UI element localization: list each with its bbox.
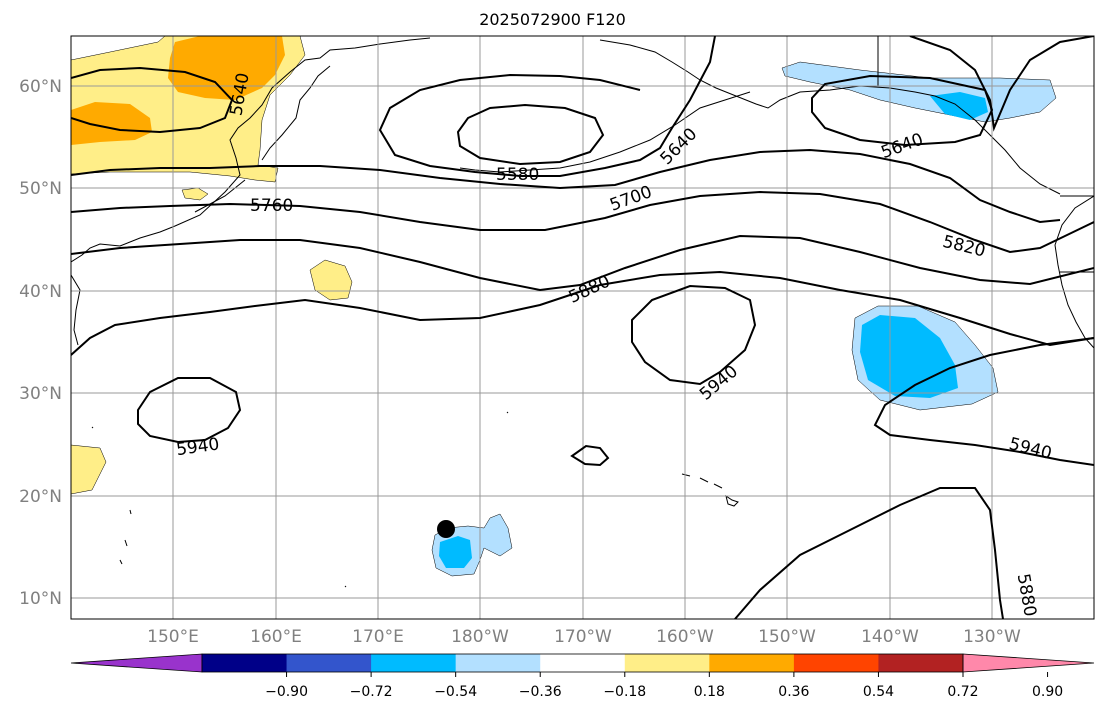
contour-5640-outer — [909, 36, 1094, 132]
contour-5580 — [456, 103, 605, 166]
lon-label: 150°W — [758, 627, 816, 647]
lat-label: 10°N — [19, 589, 62, 609]
contour-5940-west — [137, 377, 242, 444]
colorbar-segment — [202, 654, 288, 672]
contour-label: 5760 — [250, 196, 293, 216]
colorbar-tick-label: −0.36 — [519, 684, 562, 700]
contour-label: 5580 — [496, 165, 539, 185]
map-border — [70, 35, 1095, 620]
map-title: 2025072900 F120 — [479, 10, 626, 29]
lat-label: 40°N — [19, 282, 62, 302]
north-america-coastline — [1054, 195, 1094, 349]
lat-label: 20°N — [19, 487, 62, 507]
negative-anomaly-region — [781, 61, 1057, 123]
colorbar-extend-high — [962, 653, 1095, 673]
kuril-islands — [194, 179, 246, 213]
colorbar-tick-label: −0.90 — [265, 684, 308, 700]
lat-label: 30°N — [19, 384, 62, 404]
colorbar-segment — [286, 654, 372, 672]
colorbar-tick-label: 0.72 — [947, 684, 978, 700]
contour-5880 — [71, 270, 1094, 356]
lon-label: 180°W — [451, 627, 509, 647]
island-dot — [91, 411, 509, 588]
colorbar-outline — [201, 653, 964, 673]
contour-5640-west — [71, 66, 234, 134]
latitude-labels: 60°N 50°N 40°N 30°N 20°N 10°N — [19, 77, 62, 609]
lat-label: 50°N — [19, 179, 62, 199]
negative-anomaly-core — [930, 92, 988, 120]
colorbar-segment — [624, 654, 710, 672]
contour-5880-south — [734, 487, 1004, 619]
lon-label: 150°E — [147, 627, 199, 647]
colorbar-tick-label: −0.54 — [434, 684, 477, 700]
lon-label: 170°E — [352, 627, 404, 647]
colorbar-tick-label: 0.18 — [694, 684, 725, 700]
positive-anomaly-core — [71, 102, 152, 145]
aleutian-islands — [459, 91, 751, 173]
contour-5940-east — [873, 337, 1094, 466]
colorbar-segment — [709, 654, 795, 672]
colorbar-tick-label: 0.36 — [778, 684, 809, 700]
lon-label: 140°W — [861, 627, 919, 647]
contour-5700 — [71, 148, 1061, 224]
colorbar-tick-label: −0.18 — [603, 684, 646, 700]
colorbar-extend-low — [70, 653, 203, 673]
storm-center-marker — [437, 520, 455, 538]
longitude-labels: 150°E 160°E 170°E 180°W 170°W 160°W 150°… — [147, 627, 1021, 647]
contour-5640-east — [811, 74, 994, 147]
colorbar-segment — [455, 654, 541, 672]
gridlines — [71, 36, 1094, 619]
colorbar-segment — [371, 654, 457, 672]
hawaii-islands — [681, 473, 739, 507]
contour-5640-ne — [378, 36, 716, 177]
lon-label: 170°W — [554, 627, 612, 647]
japan-coastline — [71, 274, 81, 346]
colorbar-tick-label: −0.72 — [350, 684, 393, 700]
lon-label: 130°W — [963, 627, 1021, 647]
contour-5940-central — [631, 284, 757, 386]
negative-anomaly-core — [439, 536, 472, 568]
negative-anomaly-core — [860, 315, 958, 398]
contour-5820 — [71, 234, 1094, 292]
height-contours — [71, 36, 1094, 619]
kamchatka-coastline — [261, 65, 331, 161]
colorbar-segment — [540, 654, 626, 672]
asia-coastline — [71, 37, 431, 263]
colorbar-segment — [793, 654, 879, 672]
positive-anomaly-core — [168, 36, 285, 100]
colorbar-segment — [878, 654, 964, 672]
lon-label: 160°W — [656, 627, 714, 647]
colorbar: −0.90 −0.72 −0.54 −0.36 −0.18 0.18 0.36 0.54 0.7… — [70, 653, 1095, 700]
colorbar-tick-label: 0.54 — [863, 684, 894, 700]
contour-5760 — [71, 190, 1094, 254]
lon-label: 160°E — [250, 627, 302, 647]
colorbar-tick-label: 0.90 — [1032, 684, 1063, 700]
map-area: 5640 5640 5640 5580 5700 5760 5820 5880 … — [71, 36, 1094, 619]
contour-5940-small — [570, 444, 610, 467]
anomaly-shading — [71, 36, 1057, 577]
positive-anomaly-region — [309, 259, 353, 301]
lat-label: 60°N — [19, 77, 62, 97]
positive-anomaly-region — [71, 444, 107, 495]
